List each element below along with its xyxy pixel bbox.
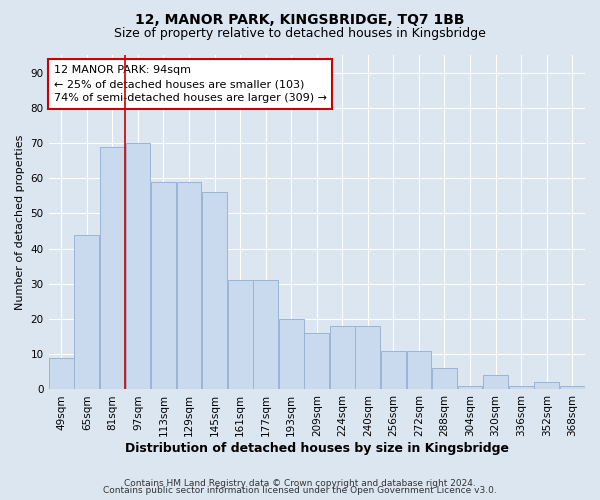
Text: Size of property relative to detached houses in Kingsbridge: Size of property relative to detached ho… — [114, 28, 486, 40]
Bar — [560, 386, 584, 390]
Bar — [509, 386, 533, 390]
Bar — [49, 358, 74, 390]
Bar — [355, 326, 380, 390]
Bar — [483, 376, 508, 390]
Bar — [304, 333, 329, 390]
Bar — [253, 280, 278, 390]
Bar — [407, 350, 431, 390]
Bar — [534, 382, 559, 390]
Bar — [202, 192, 227, 390]
Text: Contains HM Land Registry data © Crown copyright and database right 2024.: Contains HM Land Registry data © Crown c… — [124, 478, 476, 488]
Y-axis label: Number of detached properties: Number of detached properties — [15, 134, 25, 310]
Text: 12, MANOR PARK, KINGSBRIDGE, TQ7 1BB: 12, MANOR PARK, KINGSBRIDGE, TQ7 1BB — [135, 12, 465, 26]
Bar — [125, 143, 151, 390]
Bar — [74, 234, 99, 390]
Bar — [330, 326, 355, 390]
Text: 12 MANOR PARK: 94sqm
← 25% of detached houses are smaller (103)
74% of semi-deta: 12 MANOR PARK: 94sqm ← 25% of detached h… — [54, 65, 327, 103]
Bar — [176, 182, 202, 390]
Bar — [228, 280, 253, 390]
Bar — [458, 386, 482, 390]
Text: Contains public sector information licensed under the Open Government Licence v3: Contains public sector information licen… — [103, 486, 497, 495]
Bar — [279, 319, 304, 390]
Bar — [151, 182, 176, 390]
Bar — [381, 350, 406, 390]
Bar — [100, 146, 125, 390]
Bar — [432, 368, 457, 390]
X-axis label: Distribution of detached houses by size in Kingsbridge: Distribution of detached houses by size … — [125, 442, 509, 455]
